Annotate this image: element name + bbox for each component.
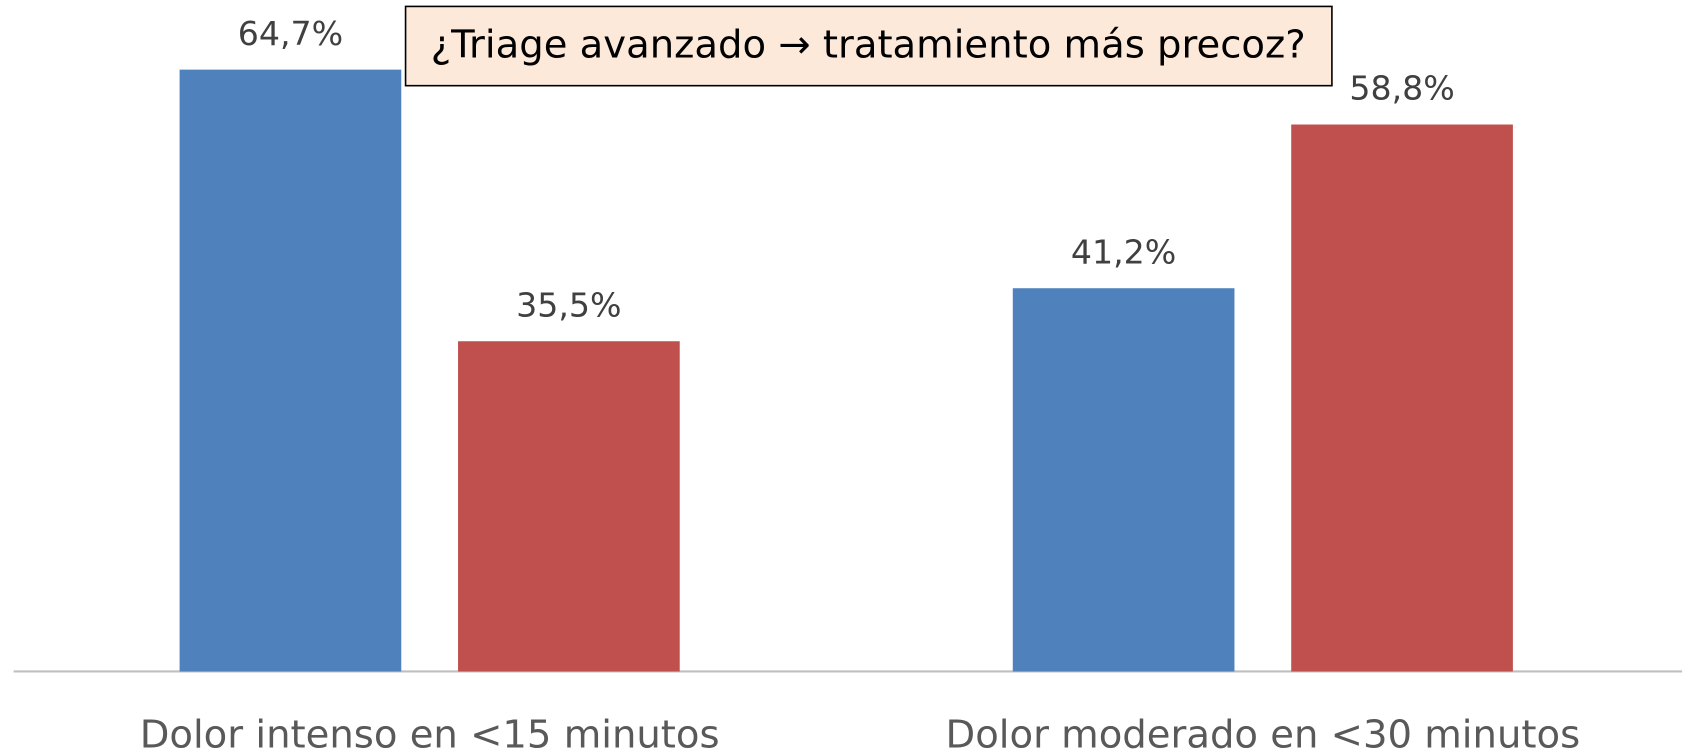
annotation-box: [404, 5, 1333, 87]
category-label: Dolor intenso en <15 minutos: [140, 712, 720, 755]
bar: [1291, 124, 1513, 672]
category-label: Dolor moderado en <30 minutos: [946, 712, 1581, 755]
bar: [458, 341, 680, 672]
value-label: 58,8%: [1349, 69, 1454, 108]
value-label: 41,2%: [1071, 232, 1176, 271]
value-label: 35,5%: [516, 285, 621, 324]
bar: [179, 69, 402, 672]
value-label: 64,7%: [238, 14, 343, 53]
annotation: ¿Triage avanzado → tratamiento más preco…: [431, 23, 1306, 68]
bar: [1012, 288, 1235, 672]
